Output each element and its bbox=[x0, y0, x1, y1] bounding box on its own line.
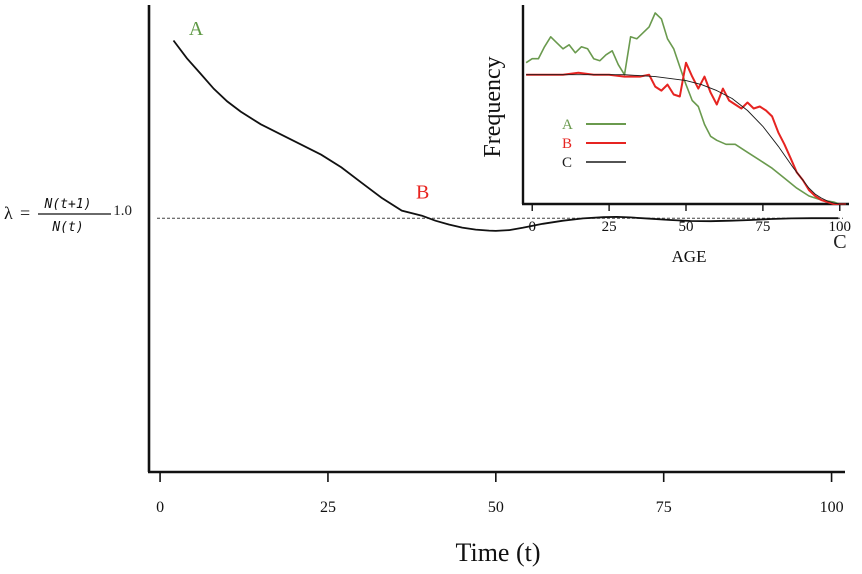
main-x-tick-label: 0 bbox=[156, 499, 164, 516]
main-x-axis-label: Time (t) bbox=[456, 538, 541, 567]
inset-series-line-c bbox=[526, 74, 846, 205]
formula-denominator: N(t) bbox=[51, 220, 83, 235]
point-label-b: B bbox=[416, 182, 429, 204]
inset-series-group bbox=[525, 12, 846, 205]
inset-x-ticks: 0 25 50 75 100 bbox=[528, 204, 851, 235]
point-label-c: C bbox=[833, 231, 846, 253]
inset-x-tick-label: 100 bbox=[829, 219, 852, 235]
main-x-ticks: 0 25 50 75 100 bbox=[156, 472, 844, 516]
inset-chart: 0 25 50 75 100 AGE Frequency ABC bbox=[480, 5, 851, 266]
formula-equals: = bbox=[20, 203, 30, 223]
main-chart: 0 25 50 75 100 1.0 ABC Time (t) bbox=[113, 5, 847, 567]
y-axis-formula: λ = N(t+1) N(t) bbox=[4, 197, 111, 235]
main-x-tick-label: 25 bbox=[320, 499, 336, 516]
main-x-tick-label: 50 bbox=[488, 499, 504, 516]
inset-x-tick-label: 50 bbox=[679, 219, 694, 235]
main-x-tick-label: 75 bbox=[656, 499, 672, 516]
reference-line-label: 1.0 bbox=[113, 203, 132, 219]
inset-x-tick-label: 25 bbox=[602, 219, 617, 235]
main-series-line bbox=[172, 39, 839, 232]
main-x-tick-label: 100 bbox=[820, 499, 844, 516]
inset-x-tick-label: 0 bbox=[528, 219, 536, 235]
inset-x-axis-label: AGE bbox=[672, 247, 707, 266]
legend-label-c: C bbox=[562, 155, 572, 171]
formula-lambda: λ bbox=[4, 203, 13, 223]
formula-numerator: N(t+1) bbox=[44, 197, 92, 212]
main-point-labels: ABC bbox=[189, 18, 847, 253]
legend-label-b: B bbox=[562, 136, 572, 152]
inset-series-line-a bbox=[525, 12, 846, 205]
inset-x-tick-label: 75 bbox=[755, 219, 770, 235]
point-label-a: A bbox=[189, 18, 204, 40]
legend-label-a: A bbox=[562, 117, 573, 133]
inset-legend: ABC bbox=[562, 117, 626, 171]
inset-y-axis-label: Frequency bbox=[480, 56, 506, 157]
